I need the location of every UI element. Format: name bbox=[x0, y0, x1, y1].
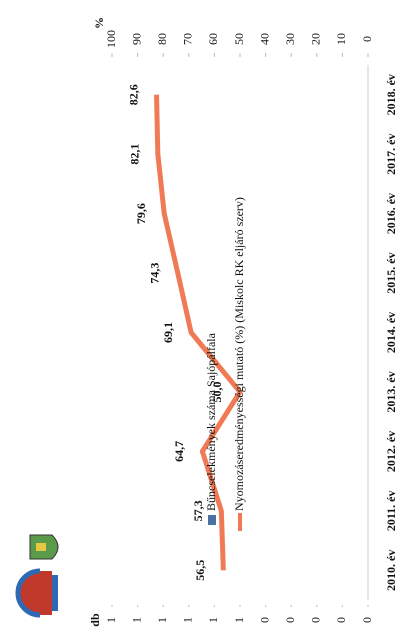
data-label: 57,3 bbox=[191, 500, 205, 521]
x-tick-label: 2015. év bbox=[384, 252, 398, 293]
data-label: 79,6 bbox=[134, 203, 148, 224]
rotated-chart: db 0 0 0 0 0 1 1 1 1 1 1% 0 10 20 30 40 50 60 70 80 90 100 2010… bbox=[15, 17, 398, 627]
data-label: 82,1 bbox=[128, 144, 142, 165]
x-tick-label: 2010. év bbox=[384, 550, 398, 591]
y-tick-label: 1 bbox=[155, 617, 169, 623]
data-label: 82,6 bbox=[126, 84, 140, 105]
y-tick-label: 1 bbox=[181, 617, 195, 623]
y-tick-label: 1 bbox=[104, 617, 118, 623]
data-label: 74,3 bbox=[148, 263, 162, 284]
legend-swatch bbox=[208, 515, 216, 525]
legend-label: Bűncselekmények száma Sajópálfala bbox=[204, 333, 218, 511]
data-label: 69,1 bbox=[161, 322, 175, 343]
y2-tick-label: 60 bbox=[206, 33, 220, 45]
legend-entry: Nyomozáseredményességi mutató (%) (Misko… bbox=[232, 197, 246, 511]
x-tick-label: 2012. év bbox=[384, 431, 398, 472]
data-label: 50,0 bbox=[210, 381, 224, 402]
y2-tick-label: 20 bbox=[309, 33, 323, 45]
y2-tick-label: 70 bbox=[181, 33, 195, 45]
y2-tick-label: 10 bbox=[334, 33, 348, 45]
y2-tick-label: 30 bbox=[283, 33, 297, 45]
y-tick-label: 1 bbox=[129, 617, 143, 623]
y2-tick-label: 50 bbox=[232, 33, 246, 45]
y2-tick-label: 100 bbox=[104, 30, 118, 48]
y-tick-label: 0 bbox=[360, 617, 374, 623]
y-tick-label: 0 bbox=[334, 617, 348, 623]
y2-tick-label: 80 bbox=[155, 33, 169, 45]
x-tick-label: 2014. év bbox=[384, 312, 398, 353]
x-tick-label: 2018. év bbox=[384, 74, 398, 115]
y-tick-label: 0 bbox=[257, 617, 271, 623]
y2-tick-label: 40 bbox=[257, 33, 271, 45]
x-tick-label: 2013. év bbox=[384, 371, 398, 412]
logo bbox=[15, 534, 59, 618]
y-tick-label: 0 bbox=[283, 617, 297, 623]
y2-axis-label: % bbox=[92, 17, 106, 29]
y2-tick-label: 0 bbox=[360, 36, 374, 42]
y2-tick-label: 90 bbox=[129, 33, 143, 45]
y-axis-label: db bbox=[88, 613, 102, 627]
x-tick-label: 2017. év bbox=[384, 134, 398, 175]
data-label: 64,7 bbox=[172, 441, 186, 462]
y-tick-label: 0 bbox=[309, 617, 323, 623]
legend-label: Nyomozáseredményességi mutató (%) (Misko… bbox=[232, 197, 246, 511]
y-tick-label: 1 bbox=[206, 617, 220, 623]
data-label: 56,5 bbox=[193, 560, 207, 581]
x-tick-label: 2016. év bbox=[384, 193, 398, 234]
y-tick-label: 1 bbox=[232, 617, 246, 623]
line bbox=[154, 94, 243, 571]
x-tick-label: 2011. év bbox=[384, 490, 398, 531]
